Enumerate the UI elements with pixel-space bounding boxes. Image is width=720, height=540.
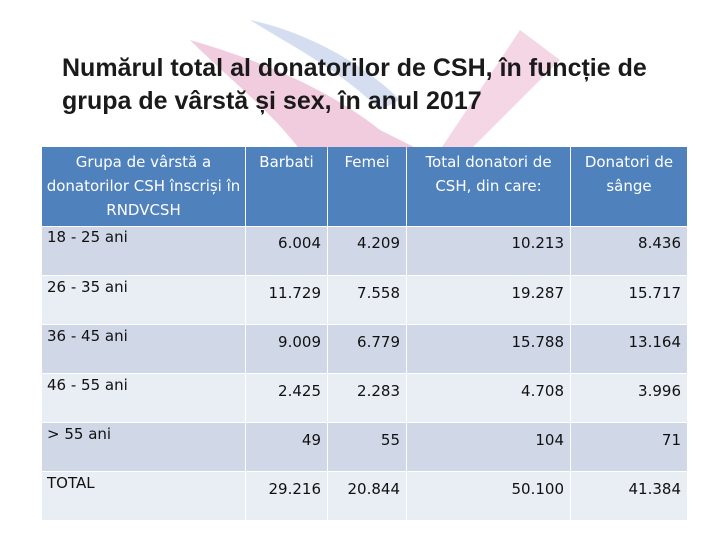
logo-pink-ribbon (440, 30, 560, 150)
cell-total: 104 (407, 423, 570, 471)
cell-femei: 6.779 (328, 325, 406, 373)
cell-sange: 41.384 (571, 472, 687, 520)
cell-barbati: 9.009 (246, 325, 327, 373)
slide-title: Numărul total al donatorilor de CSH, în … (62, 54, 647, 115)
table-row: 46 - 55 ani 2.425 2.283 4.708 3.996 (42, 374, 687, 422)
donors-table: Grupa de vârstă a donatorilor CSH înscri… (41, 146, 688, 521)
table-header-row: Grupa de vârstă a donatorilor CSH înscri… (42, 147, 687, 226)
cell-femei: 20.844 (328, 472, 406, 520)
header-femei: Femei (328, 147, 406, 226)
cell-total: 50.100 (407, 472, 570, 520)
cell-total: 15.788 (407, 325, 570, 373)
header-barbati: Barbati (246, 147, 327, 226)
cell-age-group: 36 - 45 ani (42, 325, 245, 373)
table-row-total: TOTAL 29.216 20.844 50.100 41.384 (42, 472, 687, 520)
cell-barbati: 6.004 (246, 227, 327, 275)
cell-barbati: 2.425 (246, 374, 327, 422)
cell-sange: 13.164 (571, 325, 687, 373)
cell-barbati: 29.216 (246, 472, 327, 520)
cell-age-group: TOTAL (42, 472, 245, 520)
header-total: Total donatori de CSH, din care: (407, 147, 570, 226)
table-row: 18 - 25 ani 6.004 4.209 10.213 8.436 (42, 227, 687, 275)
cell-femei: 4.209 (328, 227, 406, 275)
cell-barbati: 11.729 (246, 276, 327, 324)
cell-total: 4.708 (407, 374, 570, 422)
cell-sange: 15.717 (571, 276, 687, 324)
cell-sange: 71 (571, 423, 687, 471)
header-sange: Donatori de sânge (571, 147, 687, 226)
cell-barbati: 49 (246, 423, 327, 471)
cell-age-group: 18 - 25 ani (42, 227, 245, 275)
cell-femei: 7.558 (328, 276, 406, 324)
cell-femei: 2.283 (328, 374, 406, 422)
header-age-group: Grupa de vârstă a donatorilor CSH înscri… (42, 147, 245, 226)
logo-blue-stroke (250, 20, 400, 110)
cell-total: 10.213 (407, 227, 570, 275)
cell-total: 19.287 (407, 276, 570, 324)
table-row: > 55 ani 49 55 104 71 (42, 423, 687, 471)
cell-age-group: 46 - 55 ani (42, 374, 245, 422)
logo-pink-stroke (190, 40, 420, 150)
cell-sange: 3.996 (571, 374, 687, 422)
cell-sange: 8.436 (571, 227, 687, 275)
cell-age-group: 26 - 35 ani (42, 276, 245, 324)
cell-age-group: > 55 ani (42, 423, 245, 471)
table-row: 36 - 45 ani 9.009 6.779 15.788 13.164 (42, 325, 687, 373)
table-row: 26 - 35 ani 11.729 7.558 19.287 15.717 (42, 276, 687, 324)
cell-femei: 55 (328, 423, 406, 471)
